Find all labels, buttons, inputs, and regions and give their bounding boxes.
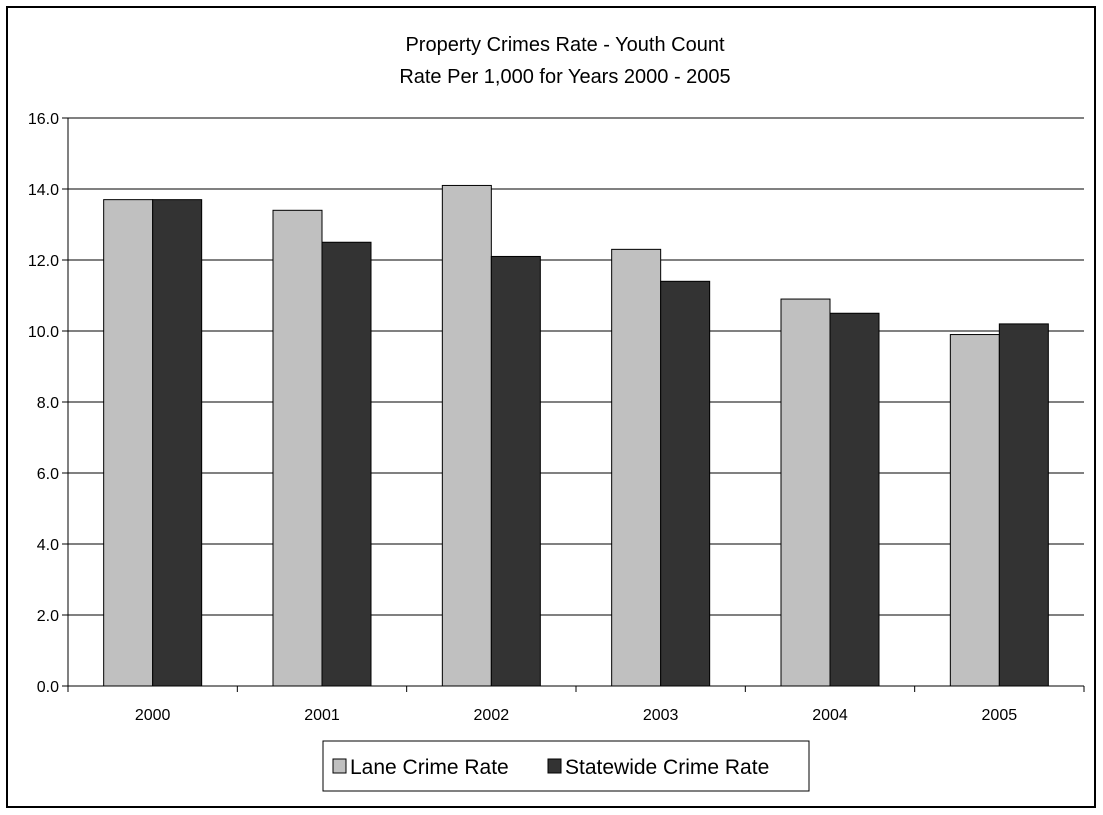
y-tick-label: 14.0 bbox=[28, 182, 59, 199]
legend: Lane Crime Rate Statewide Crime Rate bbox=[322, 740, 810, 792]
legend-label-statewide: Statewide Crime Rate bbox=[565, 756, 769, 779]
x-tick-label: 2004 bbox=[812, 707, 848, 724]
chart-title: Property Crimes Rate - Youth Count bbox=[405, 34, 724, 56]
bars bbox=[103, 184, 1049, 687]
y-tick-label: 4.0 bbox=[37, 537, 59, 554]
bar-lane-2002 bbox=[441, 184, 492, 687]
axes: 0.0 2.0 4.0 6.0 8.0 10.0 12.0 14.0 16.0 2000 2001 2… bbox=[28, 111, 1085, 724]
y-tick-label: 8.0 bbox=[37, 395, 59, 412]
legend-swatch-statewide bbox=[547, 758, 562, 774]
gridlines bbox=[68, 117, 1084, 616]
x-tick-label: 2003 bbox=[643, 707, 679, 724]
bar-statewide-2002 bbox=[490, 255, 541, 687]
y-tick-label: 12.0 bbox=[28, 253, 59, 270]
y-tick-label: 10.0 bbox=[28, 324, 59, 341]
bar-statewide-2003 bbox=[660, 280, 711, 687]
y-tick-label: 2.0 bbox=[37, 608, 59, 625]
bar-statewide-2000 bbox=[152, 199, 203, 687]
legend-swatch-lane bbox=[332, 758, 347, 774]
bar-lane-2000 bbox=[103, 199, 154, 687]
bar-lane-2005 bbox=[949, 334, 1000, 687]
bar-lane-2003 bbox=[611, 248, 662, 687]
bar-lane-2001 bbox=[272, 209, 323, 687]
x-tick-label: 2000 bbox=[135, 707, 171, 724]
x-tick-label: 2005 bbox=[982, 707, 1018, 724]
y-tick-label: 16.0 bbox=[28, 111, 59, 128]
legend-box bbox=[322, 740, 810, 792]
legend-label-lane: Lane Crime Rate bbox=[350, 756, 509, 779]
x-tick-label: 2002 bbox=[474, 707, 510, 724]
bar-statewide-2004 bbox=[829, 312, 880, 687]
bar-statewide-2001 bbox=[321, 241, 372, 687]
y-tick-label: 0.0 bbox=[37, 679, 59, 696]
y-tick-label: 6.0 bbox=[37, 466, 59, 483]
x-tick-label: 2001 bbox=[304, 707, 340, 724]
bar-lane-2004 bbox=[780, 298, 831, 687]
bar-statewide-2005 bbox=[998, 323, 1049, 687]
chart-subtitle: Rate Per 1,000 for Years 2000 - 2005 bbox=[399, 66, 730, 88]
